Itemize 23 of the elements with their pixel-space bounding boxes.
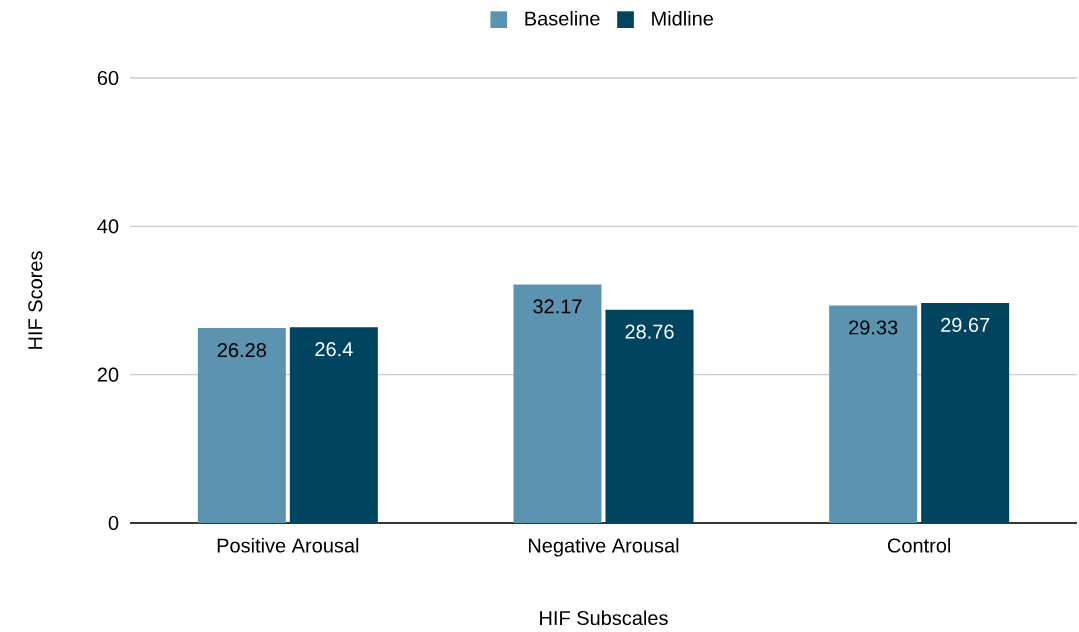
data-label: 26.28: [217, 343, 266, 358]
legend-label: Midline: [652, 10, 713, 26]
bar: [921, 302, 1010, 523]
y-tick-label: 40: [97, 219, 119, 234]
x-tick-label: Control: [887, 537, 951, 553]
bar: [513, 284, 602, 523]
data-label: 28.76: [625, 324, 674, 339]
y-axis-title: HIF Scores: [28, 251, 43, 349]
bar: [197, 328, 286, 523]
y-tick-label: 20: [97, 367, 119, 382]
y-tick-label: 0: [108, 515, 119, 531]
data-label: 29.33: [849, 320, 898, 335]
bar: [829, 305, 918, 523]
bar: [605, 309, 694, 523]
y-tick-label: 60: [97, 70, 119, 86]
x-tick-label: Positive Arousal: [217, 537, 359, 553]
x-tick-label: Negative Arousal: [528, 537, 679, 557]
data-label: 29.67: [941, 317, 990, 333]
legend-label: Baseline: [525, 10, 600, 26]
data-label: 32.17: [533, 299, 582, 314]
x-axis-title: HIF Subscales: [540, 610, 668, 626]
data-label: 26.4: [315, 342, 353, 357]
bar: [289, 327, 378, 523]
